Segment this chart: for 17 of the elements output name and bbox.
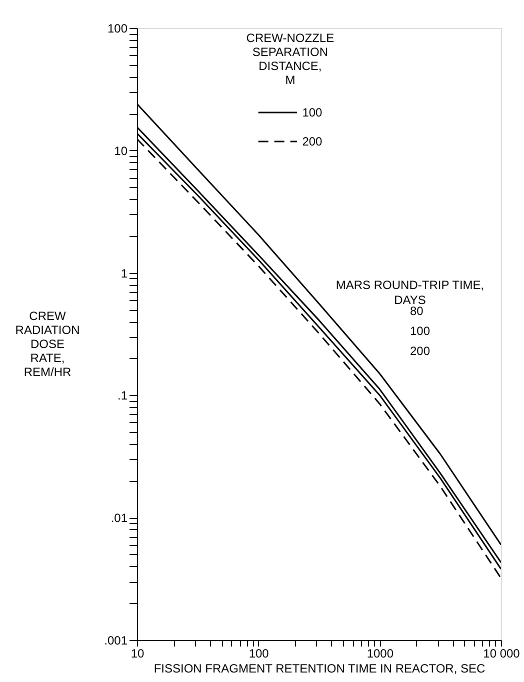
y-tick-label: 1 <box>120 266 128 280</box>
x-tick-label: 1000 <box>366 646 394 660</box>
annotation: 200 <box>410 344 430 358</box>
x-tick-label: 10 000 <box>483 646 520 660</box>
annotation: 100 <box>410 324 430 338</box>
x-tick-label: 100 <box>248 646 270 660</box>
legend-title: CREW-NOZZLE SEPARATION DISTANCE, M <box>246 31 334 87</box>
legend-label: 200 <box>302 134 323 148</box>
y-tick-label: .1 <box>117 388 128 403</box>
y-tick-label: .01 <box>110 511 128 526</box>
x-tick-label: 10 <box>130 646 144 660</box>
y-tick-label: 100 <box>107 22 128 36</box>
y-tick-label: .001 <box>104 634 128 648</box>
x-axis-title: FISSION FRAGMENT RETENTION TIME IN REACTOR, SEC <box>154 662 486 676</box>
y-axis-title: CREW RADIATION DOSE RATE, REM/HR <box>15 309 80 380</box>
y-tick-label: 10 <box>114 144 128 158</box>
legend-label: 100 <box>302 106 323 120</box>
